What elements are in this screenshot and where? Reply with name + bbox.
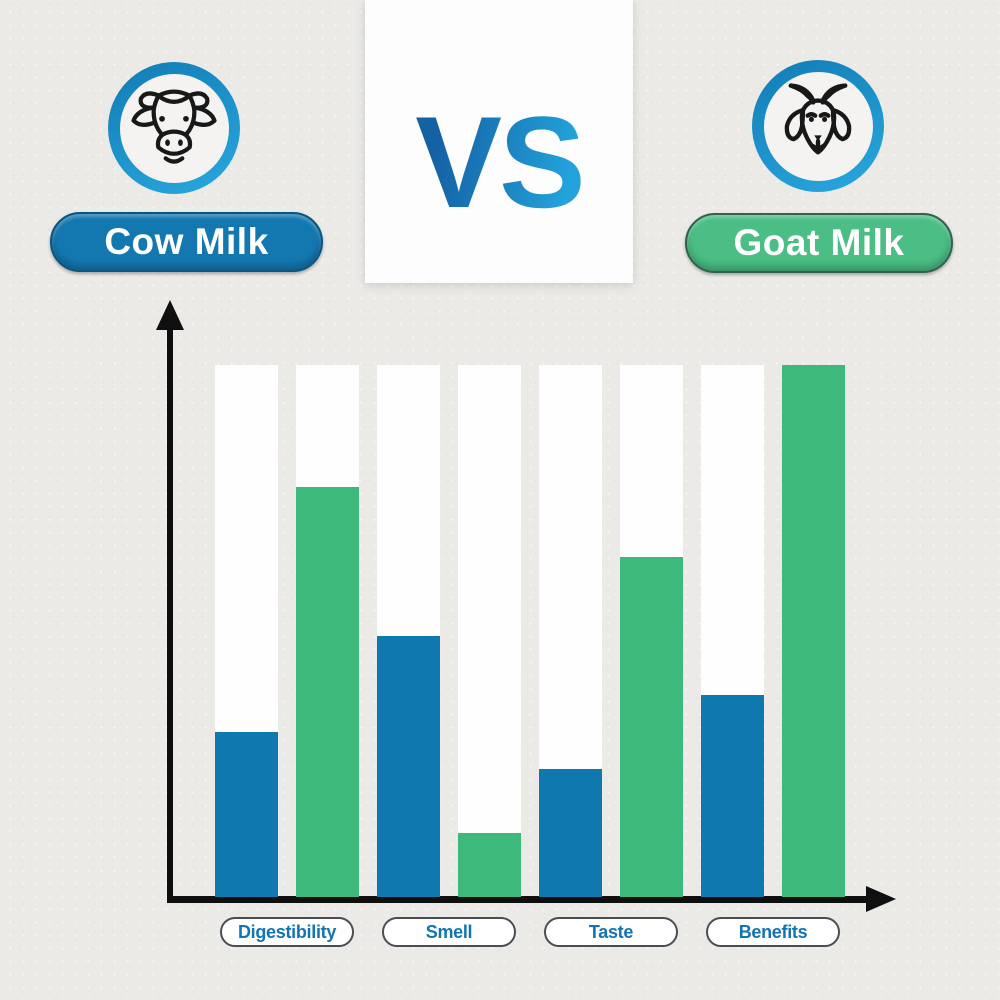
bar-smell-cow-milk (377, 636, 440, 897)
y-axis (167, 328, 173, 903)
bar-benefits-cow-milk (701, 694, 764, 897)
category-cell-digestibility: Digestibility (215, 917, 359, 947)
bar-digestibility-cow-milk (215, 732, 278, 897)
bar-benefits-goat-milk (782, 365, 845, 897)
bar-digestibility-goat-milk (296, 487, 359, 897)
plot-area (215, 365, 845, 897)
track-benefits-cow-milk (701, 365, 764, 897)
track-taste-goat-milk (620, 365, 683, 897)
track-smell-cow-milk (377, 365, 440, 897)
cow-badge-ring (108, 62, 240, 194)
cow-milk-label: Cow Milk (104, 221, 269, 262)
cow-icon (131, 89, 217, 164)
category-label-digestibility: Digestibility (220, 917, 354, 947)
x-axis (167, 896, 868, 903)
bar-smell-goat-milk (458, 833, 521, 897)
y-axis-arrow-icon (156, 300, 184, 330)
track-digestibility-goat-milk (296, 365, 359, 897)
goat-badge-inner (763, 71, 873, 181)
bar-taste-cow-milk (539, 769, 602, 897)
category-cell-benefits: Benefits (701, 917, 845, 947)
category-labels: Digestibility Smell Taste Benefits (215, 917, 845, 947)
x-axis-arrow-icon (866, 886, 896, 912)
track-benefits-goat-milk (782, 365, 845, 897)
track-smell-goat-milk (458, 365, 521, 897)
category-label-benefits: Benefits (706, 917, 840, 947)
track-taste-cow-milk (539, 365, 602, 897)
vs-card: VS (365, 0, 633, 283)
bar-taste-goat-milk (620, 556, 683, 897)
goat-milk-label: Goat Milk (733, 222, 905, 263)
goat-badge-ring (752, 60, 884, 192)
goat-icon (784, 83, 852, 155)
cow-milk-label-pill: Cow Milk (50, 212, 323, 272)
vs-text: VS (415, 88, 585, 235)
track-digestibility-cow-milk (215, 365, 278, 897)
category-cell-smell: Smell (377, 917, 521, 947)
category-label-smell: Smell (382, 917, 516, 947)
cow-badge-inner (119, 73, 229, 183)
category-label-taste: Taste (544, 917, 678, 947)
category-cell-taste: Taste (539, 917, 683, 947)
goat-milk-label-pill: Goat Milk (685, 213, 953, 273)
